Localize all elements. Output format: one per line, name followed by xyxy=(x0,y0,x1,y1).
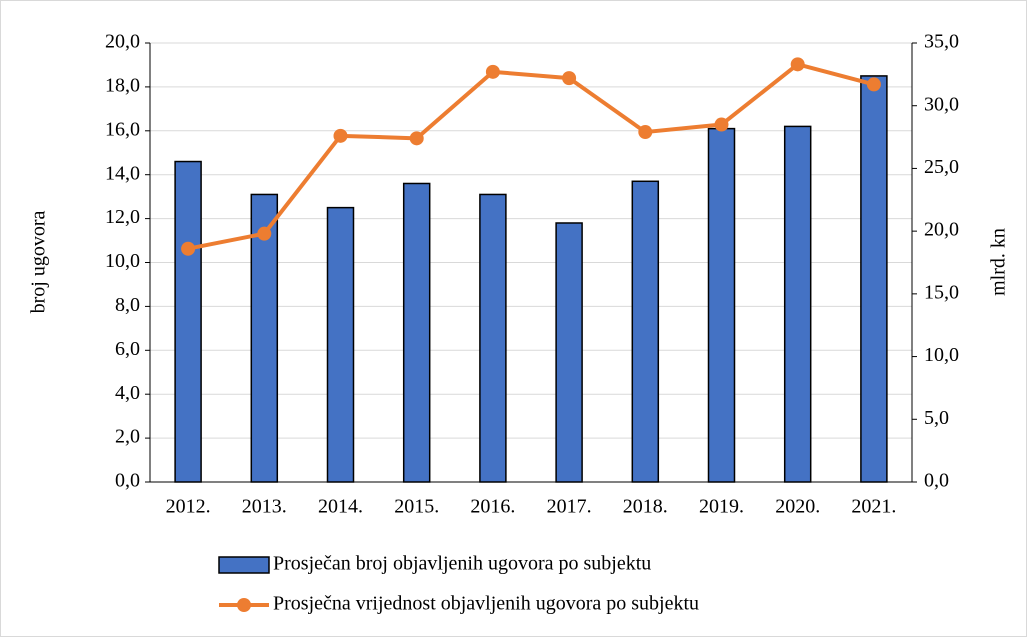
x-tick-label: 2018. xyxy=(623,496,668,518)
legend-marker xyxy=(237,598,251,612)
bar xyxy=(326,206,355,483)
y2-tick-label: 35,0 xyxy=(924,31,959,53)
bar xyxy=(479,193,507,483)
line-marker xyxy=(409,131,424,146)
y-tick-label: 20,0 xyxy=(105,31,140,53)
legend-label: Prosječan broj objavljenih ugovora po su… xyxy=(273,553,651,575)
y-tick-label: 16,0 xyxy=(105,118,140,140)
legend-swatch xyxy=(218,556,270,574)
y-tick-label: 8,0 xyxy=(115,294,140,316)
bar xyxy=(250,193,279,483)
y-tick-label: 0,0 xyxy=(115,470,140,492)
x-tick-label: 2016. xyxy=(470,496,515,518)
y2-tick-label: 10,0 xyxy=(924,344,959,366)
y2-tick-label: 15,0 xyxy=(924,281,959,303)
y2-tick-label: 30,0 xyxy=(924,93,959,115)
y-axis-label: broj ugovora xyxy=(28,211,50,314)
x-tick-label: 2020. xyxy=(775,496,820,518)
line xyxy=(187,62,875,251)
y-tick-label: 18,0 xyxy=(105,74,140,96)
y-tick-label: 4,0 xyxy=(115,382,140,404)
legend-label: Prosječna vrijednost objavljenih ugovora… xyxy=(273,593,699,615)
y2-tick-label: 25,0 xyxy=(924,156,959,178)
bar xyxy=(402,182,431,483)
y-tick-label: 2,0 xyxy=(115,426,140,448)
line-marker xyxy=(181,241,196,256)
y-tick-label: 14,0 xyxy=(105,162,140,184)
x-tick-label: 2017. xyxy=(547,496,592,518)
x-tick-label: 2015. xyxy=(394,496,439,518)
bar xyxy=(555,222,583,483)
x-tick-label: 2014. xyxy=(318,496,363,518)
line-marker xyxy=(638,125,653,140)
y-tick-label: 10,0 xyxy=(105,250,140,272)
x-tick-label: 2019. xyxy=(699,496,744,518)
bar xyxy=(707,127,736,483)
y2-tick-label: 0,0 xyxy=(924,470,949,492)
y2-tick-label: 5,0 xyxy=(924,407,949,429)
line-marker xyxy=(257,226,272,241)
y2-axis-label: mlrd. kn xyxy=(988,228,1010,296)
y-tick-label: 12,0 xyxy=(105,206,140,228)
bar xyxy=(860,75,888,483)
line-marker xyxy=(714,117,729,132)
line-marker xyxy=(790,57,805,72)
x-tick-label: 2013. xyxy=(242,496,287,518)
bar xyxy=(783,125,812,483)
bar xyxy=(174,160,202,483)
bar xyxy=(631,180,660,483)
y2-tick-label: 20,0 xyxy=(924,219,959,241)
y-tick-label: 6,0 xyxy=(115,338,140,360)
x-tick-label: 2012. xyxy=(166,496,211,518)
line-marker xyxy=(485,64,500,79)
line-marker xyxy=(562,71,577,86)
x-tick-label: 2021. xyxy=(851,496,896,518)
line-marker xyxy=(333,128,348,143)
line-marker xyxy=(866,77,881,92)
